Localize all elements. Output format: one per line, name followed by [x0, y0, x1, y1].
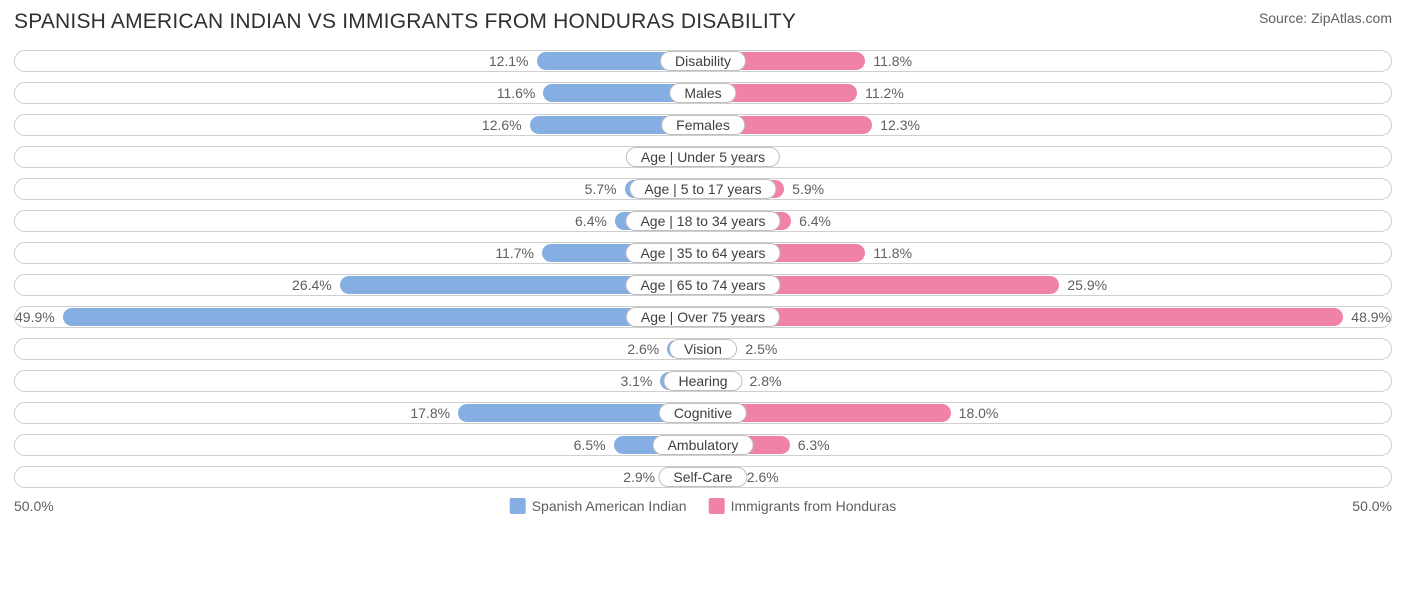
left-value: 11.7%: [495, 245, 534, 261]
chart-row: 6.5% 6.3% Ambulatory: [14, 434, 1392, 456]
chart-row: 2.6% 2.5% Vision: [14, 338, 1392, 360]
row-left-half: 2.9%: [15, 467, 703, 487]
chart-row: 12.1% 11.8% Disability: [14, 50, 1392, 72]
chart-row: 3.1% 2.8% Hearing: [14, 370, 1392, 392]
row-category-label: Self-Care: [658, 467, 747, 487]
left-value: 49.9%: [15, 309, 55, 325]
row-left-half: 1.3%: [15, 147, 703, 167]
row-category-label: Ambulatory: [653, 435, 754, 455]
right-value: 2.6%: [747, 469, 779, 485]
row-category-label: Cognitive: [659, 403, 747, 423]
chart-row: 1.3%1.2%Age | Under 5 years: [14, 146, 1392, 168]
row-right-half: 11.2%: [703, 83, 1391, 103]
chart-legend: Spanish American Indian Immigrants from …: [510, 498, 897, 514]
row-right-half: 6.4%: [703, 211, 1391, 231]
chart-source: Source: ZipAtlas.com: [1259, 10, 1392, 26]
diverging-bar-chart: 12.1% 11.8% Disability 11.6% 11.2% Males 12.6%…: [14, 50, 1392, 488]
right-value: 11.8%: [873, 53, 912, 69]
right-value: 18.0%: [959, 405, 999, 421]
left-value: 11.6%: [497, 85, 536, 101]
right-bar: [703, 308, 1343, 326]
axis-right-label: 50.0%: [1352, 498, 1392, 514]
left-value: 2.6%: [627, 341, 659, 357]
legend-item-left: Spanish American Indian: [510, 498, 687, 514]
row-category-label: Hearing: [663, 371, 742, 391]
row-right-half: 2.8%: [703, 371, 1391, 391]
chart-row: 49.9% 48.9% Age | Over 75 years: [14, 306, 1392, 328]
row-left-half: 26.4%: [15, 275, 703, 295]
row-category-label: Age | 35 to 64 years: [625, 243, 780, 263]
chart-row: 11.6% 11.2% Males: [14, 82, 1392, 104]
row-category-label: Disability: [660, 51, 746, 71]
left-value: 6.4%: [575, 213, 607, 229]
row-right-half: 11.8%: [703, 243, 1391, 263]
legend-label-right: Immigrants from Honduras: [731, 498, 897, 514]
row-category-label: Age | 18 to 34 years: [625, 211, 780, 231]
right-value: 2.8%: [750, 373, 782, 389]
row-category-label: Males: [669, 83, 736, 103]
chart-row: 17.8% 18.0% Cognitive: [14, 402, 1392, 424]
left-bar: [63, 308, 703, 326]
chart-row: 2.9% 2.6%Self-Care: [14, 466, 1392, 488]
left-value: 12.6%: [482, 117, 522, 133]
left-value: 26.4%: [292, 277, 332, 293]
row-category-label: Age | 5 to 17 years: [629, 179, 776, 199]
left-value: 6.5%: [574, 437, 606, 453]
chart-row: 26.4% 25.9% Age | 65 to 74 years: [14, 274, 1392, 296]
row-left-half: 11.6%: [15, 83, 703, 103]
chart-footer: 50.0% Spanish American Indian Immigrants…: [14, 498, 1392, 520]
left-value: 3.1%: [620, 373, 652, 389]
row-left-half: 5.7%: [15, 179, 703, 199]
row-right-half: 18.0%: [703, 403, 1391, 423]
right-value: 2.5%: [745, 341, 777, 357]
row-right-half: 1.2%: [703, 147, 1391, 167]
row-right-half: 25.9%: [703, 275, 1391, 295]
legend-swatch-left: [510, 498, 526, 514]
row-left-half: 11.7%: [15, 243, 703, 263]
row-left-half: 12.6%: [15, 115, 703, 135]
left-value: 5.7%: [585, 181, 617, 197]
legend-item-right: Immigrants from Honduras: [709, 498, 897, 514]
row-right-half: 5.9%: [703, 179, 1391, 199]
row-left-half: 2.6%: [15, 339, 703, 359]
chart-row: 12.6% 12.3% Females: [14, 114, 1392, 136]
row-right-half: 48.9%: [703, 307, 1391, 327]
row-left-half: 12.1%: [15, 51, 703, 71]
right-value: 6.3%: [798, 437, 830, 453]
chart-title: SPANISH AMERICAN INDIAN VS IMMIGRANTS FR…: [14, 10, 796, 34]
row-category-label: Vision: [669, 339, 737, 359]
row-category-label: Age | 65 to 74 years: [625, 275, 780, 295]
legend-swatch-right: [709, 498, 725, 514]
row-right-half: 6.3%: [703, 435, 1391, 455]
row-right-half: 2.5%: [703, 339, 1391, 359]
left-value: 12.1%: [489, 53, 529, 69]
chart-row: 6.4% 6.4% Age | 18 to 34 years: [14, 210, 1392, 232]
row-left-half: 3.1%: [15, 371, 703, 391]
row-left-half: 17.8%: [15, 403, 703, 423]
row-right-half: 12.3%: [703, 115, 1391, 135]
chart-row: 5.7% 5.9% Age | 5 to 17 years: [14, 178, 1392, 200]
row-category-label: Females: [661, 115, 745, 135]
right-value: 25.9%: [1067, 277, 1107, 293]
right-value: 12.3%: [880, 117, 920, 133]
row-category-label: Age | Under 5 years: [626, 147, 780, 167]
legend-label-left: Spanish American Indian: [532, 498, 687, 514]
row-category-label: Age | Over 75 years: [626, 307, 780, 327]
axis-left-label: 50.0%: [14, 498, 54, 514]
left-value: 2.9%: [623, 469, 655, 485]
right-value: 6.4%: [799, 213, 831, 229]
chart-header: SPANISH AMERICAN INDIAN VS IMMIGRANTS FR…: [14, 10, 1392, 34]
row-left-half: 6.5%: [15, 435, 703, 455]
right-value: 11.8%: [873, 245, 912, 261]
right-value: 11.2%: [865, 85, 904, 101]
right-value: 48.9%: [1351, 309, 1391, 325]
row-left-half: 49.9%: [15, 307, 703, 327]
row-left-half: 6.4%: [15, 211, 703, 231]
right-value: 5.9%: [792, 181, 824, 197]
row-right-half: 11.8%: [703, 51, 1391, 71]
chart-row: 11.7% 11.8% Age | 35 to 64 years: [14, 242, 1392, 264]
left-value: 17.8%: [410, 405, 450, 421]
row-right-half: 2.6%: [703, 467, 1391, 487]
